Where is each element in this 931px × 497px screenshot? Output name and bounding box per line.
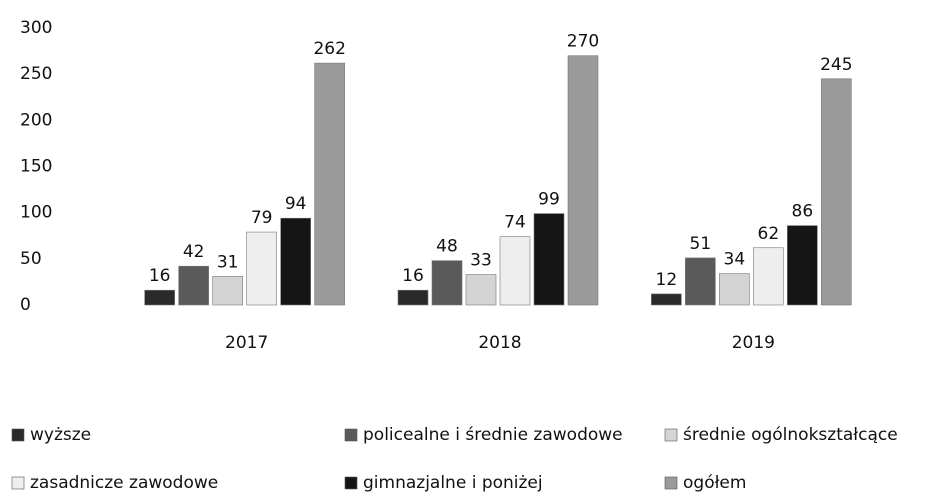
bar	[651, 293, 682, 306]
data-label: 79	[251, 208, 273, 228]
y-tick-label: 250	[20, 64, 52, 84]
bar	[280, 217, 311, 306]
legend-swatch	[344, 476, 358, 490]
data-label: 99	[538, 190, 560, 210]
bar	[499, 236, 531, 306]
legend-label: średnie ogólnokształcące	[683, 425, 898, 445]
y-tick-label: 300	[20, 18, 52, 38]
y-tick-label: 50	[20, 249, 42, 269]
bar	[753, 247, 784, 306]
x-tick-label: 2018	[478, 333, 521, 353]
bar	[719, 273, 750, 306]
bar	[178, 265, 209, 306]
legend-label: policealne i średnie zawodowe	[363, 425, 623, 445]
data-label: 245	[820, 55, 852, 75]
x-tick-label: 2019	[732, 333, 775, 353]
data-label: 16	[149, 266, 171, 286]
bar	[787, 225, 818, 306]
data-label: 16	[402, 266, 424, 286]
bar	[397, 289, 429, 306]
legend-label: zasadnicze zawodowe	[30, 473, 218, 493]
data-label: 42	[183, 242, 205, 262]
y-tick-label: 200	[20, 110, 52, 130]
bar	[465, 274, 497, 306]
data-label: 270	[567, 32, 599, 52]
y-tick-label: 150	[20, 157, 52, 177]
data-label: 33	[470, 251, 492, 271]
data-label: 262	[313, 39, 345, 59]
bar	[533, 213, 565, 306]
legend-swatch	[664, 428, 678, 442]
legend-swatch	[344, 428, 358, 442]
y-tick-label: 0	[20, 295, 31, 315]
data-label: 86	[792, 202, 814, 222]
bar	[314, 62, 345, 306]
bar	[246, 231, 277, 306]
legend-swatch	[11, 428, 25, 442]
data-label: 74	[504, 213, 526, 233]
bar	[685, 257, 716, 306]
data-label: 34	[724, 250, 746, 270]
bar	[821, 78, 852, 306]
data-label: 12	[656, 270, 678, 290]
data-label: 94	[285, 194, 307, 214]
y-tick-label: 100	[20, 203, 52, 223]
x-tick-label: 2017	[225, 333, 268, 353]
legend-swatch	[664, 476, 678, 490]
legend-label: wyższe	[30, 425, 91, 445]
legend-label: gimnazjalne i poniżej	[363, 473, 543, 493]
data-label: 48	[436, 237, 458, 257]
bar	[431, 260, 463, 306]
data-label: 31	[217, 252, 239, 272]
legend-swatch	[11, 476, 25, 490]
legend-label: ogółem	[683, 473, 746, 493]
bar	[567, 55, 599, 306]
bar	[144, 289, 175, 306]
bar	[212, 276, 243, 306]
data-label: 51	[690, 234, 712, 254]
data-label: 62	[758, 224, 780, 244]
